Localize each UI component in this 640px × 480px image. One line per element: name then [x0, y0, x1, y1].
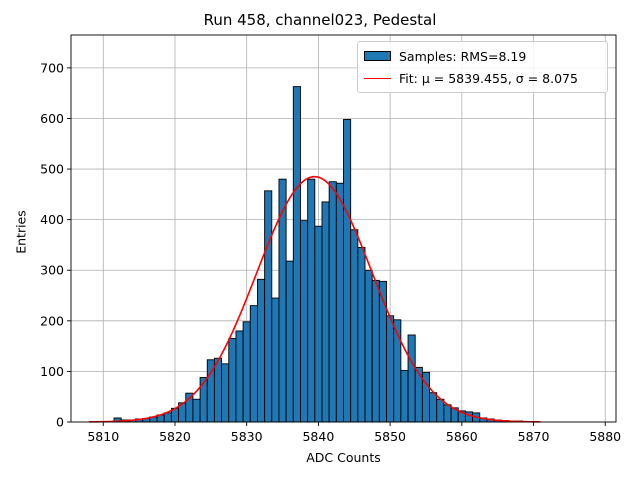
histogram-bar — [343, 119, 352, 423]
histogram-bar — [407, 334, 416, 423]
plot-frame — [70, 34, 617, 423]
histogram-bar — [400, 369, 409, 423]
histogram-bar — [213, 357, 223, 423]
y-axis-ticks: 0 100 200 300 400 500 600 700 — [40, 60, 71, 430]
y-tick-label: 0 — [56, 415, 64, 430]
histogram-bar — [300, 220, 309, 423]
legend: Samples: RMS=8.19 Fit: μ = 5839.455, σ =… — [357, 41, 608, 93]
y-tick-label: 100 — [40, 364, 64, 379]
histogram-bar — [328, 181, 337, 423]
histogram-bar — [364, 269, 373, 423]
x-tick-label: 5810 — [87, 429, 119, 444]
histogram-bar — [285, 260, 294, 423]
y-axis-label: Entries — [13, 210, 29, 254]
x-tick-label: 5850 — [374, 429, 406, 444]
y-tick-label: 600 — [40, 111, 64, 126]
x-tick-label: 5830 — [231, 429, 263, 444]
x-axis-label: ADC Counts — [306, 450, 381, 465]
y-tick-label: 300 — [40, 263, 64, 278]
x-tick-label: 5860 — [446, 429, 478, 444]
histogram-bar — [350, 229, 359, 423]
y-tick-label: 200 — [40, 313, 64, 328]
x-tick-label: 5870 — [518, 429, 550, 444]
histogram-bar — [429, 392, 438, 423]
x-tick-label: 5880 — [589, 429, 621, 444]
histogram-bar — [436, 398, 445, 423]
legend-label-samples: Samples: RMS=8.19 — [399, 48, 527, 64]
histogram-bar — [249, 305, 258, 423]
histogram-bar — [378, 280, 387, 423]
legend-patch-samples — [364, 51, 391, 61]
legend-item-samples: Samples: RMS=8.19 — [364, 47, 526, 65]
y-tick-label: 500 — [40, 162, 64, 177]
histogram-bar — [371, 279, 380, 423]
fit-curve — [88, 175, 541, 423]
histogram-bar — [235, 330, 244, 423]
histogram-bar — [292, 86, 301, 423]
histogram-bar — [307, 178, 316, 423]
chart-title: Run 458, channel023, Pedestal — [203, 11, 437, 29]
histogram-bar — [228, 338, 237, 423]
x-axis-ticks: 5810 5820 5830 5840 5850 5860 5870 5880 — [87, 422, 621, 444]
legend-line-fit — [364, 77, 391, 79]
histogram-bar — [386, 315, 395, 423]
histogram-bar — [357, 247, 366, 423]
histogram-bar — [256, 278, 266, 423]
histogram-bar — [414, 366, 423, 423]
histogram-bar — [271, 297, 280, 423]
legend-item-fit: Fit: μ = 5839.455, σ = 8.075 — [364, 69, 578, 87]
x-tick-label: 5820 — [159, 429, 191, 444]
histogram-bar — [335, 182, 344, 423]
histogram-bar — [192, 398, 201, 423]
histogram-bar — [314, 225, 323, 423]
histogram-bar — [221, 363, 230, 423]
histogram-bar — [264, 190, 273, 423]
x-tick-label: 5840 — [302, 429, 334, 444]
histogram-bars — [113, 86, 524, 423]
y-tick-label: 400 — [40, 212, 64, 227]
histogram-bar — [163, 412, 172, 423]
histogram-bar — [443, 404, 452, 423]
y-tick-label: 700 — [40, 60, 64, 75]
histogram-bar — [321, 201, 330, 423]
histogram-bar — [242, 321, 251, 423]
histogram-bar — [199, 377, 208, 423]
legend-label-fit: Fit: μ = 5839.455, σ = 8.075 — [399, 70, 578, 86]
